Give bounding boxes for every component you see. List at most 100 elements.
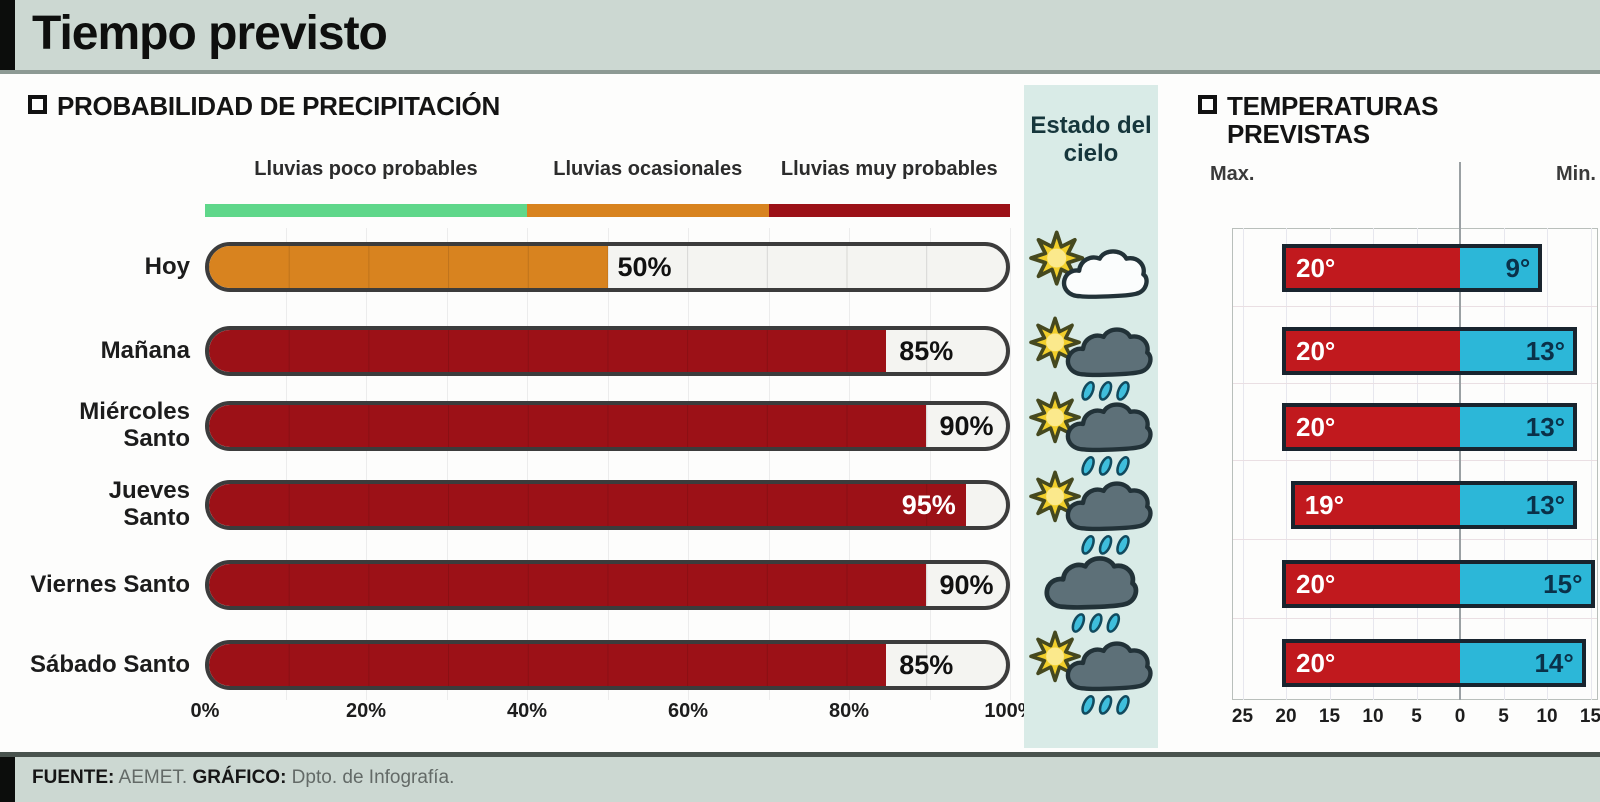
axis-tick-label: 60% <box>667 700 709 722</box>
max-axis-label: Max. <box>1210 163 1255 185</box>
gridline <box>688 228 689 700</box>
temperatures-heading-text: TEMPERATURAS PREVISTAS <box>1227 91 1439 150</box>
axis-tick-label: 10 <box>1362 706 1384 727</box>
axis-tick-label: 5 <box>1498 706 1509 727</box>
gridline <box>929 228 931 700</box>
gridline <box>446 228 448 700</box>
sun-cloud-icon <box>1028 220 1154 324</box>
zone-strip-segment <box>768 204 1010 217</box>
temperatures-heading: TEMPERATURAS PREVISTAS <box>1198 92 1528 148</box>
precipitation-heading-text: PROBABILIDAD DE PRECIPITACIÓN <box>57 91 500 121</box>
axis-tick-label: 20 <box>1275 706 1297 727</box>
precipitation-heading: PROBABILIDAD DE PRECIPITACIÓN <box>28 92 500 120</box>
percent-label: 90% <box>939 411 994 441</box>
zone-strip-segment <box>527 204 769 217</box>
max-temp-bar: 20° <box>1286 407 1460 447</box>
axis-tick-label: 25 <box>1231 706 1254 727</box>
gridline <box>1233 618 1597 619</box>
max-temp-bar: 19° <box>1294 485 1460 525</box>
bar-grid-overlay <box>209 644 1006 686</box>
graphic-label: GRÁFICO: <box>192 767 287 788</box>
source-text: AEMET. <box>114 767 193 788</box>
zone-strip-segment <box>205 204 527 217</box>
footer-edge-bar <box>0 757 15 802</box>
day-label: Miércoles Santo <box>79 398 190 452</box>
gridline <box>1233 306 1597 307</box>
title-edge-bar <box>0 0 15 70</box>
temperature-bar: 20° 9° <box>1282 244 1543 292</box>
precipitation-bar-track <box>205 480 1010 530</box>
max-temp-bar: 20° <box>1286 248 1460 288</box>
precipitation-bar-fill <box>209 405 927 447</box>
graphic-text: Dpto. de Infografía. <box>286 767 455 788</box>
precipitation-bar-track <box>205 640 1010 690</box>
axis-tick-label: 80% <box>828 700 870 722</box>
bar-grid-overlay <box>209 246 1006 288</box>
gridline <box>1373 228 1374 700</box>
gridline <box>1233 460 1597 461</box>
precipitation-bar-fill <box>209 484 967 526</box>
percent-label: 50% <box>617 252 672 282</box>
gridline <box>1286 228 1287 700</box>
section-bullet-icon <box>28 95 47 114</box>
page-title: Tiempo previsto <box>32 7 388 60</box>
min-temp-bar: 9° <box>1460 248 1539 288</box>
day-label: Hoy <box>144 252 190 280</box>
gridline <box>768 228 770 700</box>
percent-label: 95% <box>901 490 956 520</box>
temperature-bar: 19° 13° <box>1290 481 1578 529</box>
day-label: Mañana <box>100 336 190 364</box>
footer-band <box>0 757 1600 802</box>
gridline <box>1503 228 1505 700</box>
zone-label: Lluvias poco probables <box>254 157 478 180</box>
day-label: Jueves Santo <box>108 477 190 531</box>
gridline <box>1547 228 1548 700</box>
precipitation-bar-track <box>205 326 1010 376</box>
axis-tick-label: 100% <box>984 700 1036 722</box>
section-bullet-icon <box>1198 95 1217 114</box>
source-label: FUENTE: <box>32 767 115 788</box>
axis-tick-label: 0 <box>1454 706 1466 727</box>
sky-column-heading: Estado del cielo <box>1030 112 1152 167</box>
gridline <box>607 228 609 700</box>
gridline <box>1233 383 1597 384</box>
footer-rule <box>0 752 1600 757</box>
temperature-bar: 20° 13° <box>1282 327 1578 375</box>
temperature-bar: 20° 14° <box>1282 639 1586 687</box>
gridline <box>849 228 850 700</box>
day-label: Sábado Santo <box>29 650 190 678</box>
gridline <box>1010 228 1011 700</box>
title-band <box>0 0 1600 70</box>
percent-label: 85% <box>899 336 954 366</box>
gridline <box>1416 228 1418 700</box>
gridline <box>285 228 287 700</box>
temperature-bar: 20° 15° <box>1282 560 1595 608</box>
bar-grid-overlay <box>209 330 1006 372</box>
axis-tick-label: 10 <box>1536 706 1558 727</box>
bar-grid-overlay <box>209 405 1006 447</box>
gridline <box>1242 228 1244 700</box>
gridline <box>1233 539 1597 540</box>
gridline <box>366 228 367 700</box>
rain-cloud-icon <box>1028 538 1154 642</box>
day-label: Viernes Santo <box>30 570 190 598</box>
max-temp-bar: 20° <box>1286 564 1460 604</box>
min-axis-label: Min. <box>1556 163 1596 185</box>
precipitation-bar-track <box>205 242 1010 292</box>
sun-rain-cloud-icon <box>1028 379 1154 483</box>
min-temp-bar: 14° <box>1460 643 1582 683</box>
precipitation-bar-fill <box>209 246 608 288</box>
sun-rain-cloud-icon <box>1028 304 1154 408</box>
sun-rain-cloud-icon <box>1028 618 1154 722</box>
zone-label: Lluvias muy probables <box>780 157 998 180</box>
min-temp-bar: 13° <box>1460 407 1574 447</box>
precipitation-bar-track <box>205 560 1010 610</box>
max-temp-bar: 20° <box>1286 643 1460 683</box>
axis-tick-label: 15 <box>1318 706 1341 727</box>
precipitation-bar-track <box>205 401 1010 451</box>
precipitation-bar-fill <box>209 330 887 372</box>
axis-tick-label: 40% <box>506 700 548 722</box>
temperature-panel <box>1232 228 1598 700</box>
axis-tick-label: 15 <box>1579 706 1600 727</box>
